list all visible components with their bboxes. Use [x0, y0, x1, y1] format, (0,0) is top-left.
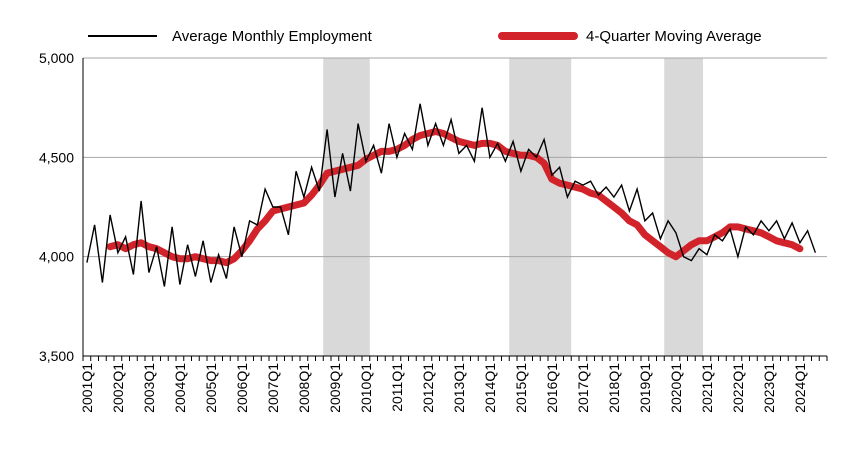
x-tick-label: 2013Q1 — [451, 363, 467, 413]
x-tick-label: 2003Q1 — [141, 363, 157, 413]
gridline-layer — [83, 57, 827, 258]
x-tick-label: 2021Q1 — [699, 363, 715, 413]
x-tick-label: 2020Q1 — [668, 363, 684, 413]
x-tick-label: 2015Q1 — [513, 363, 529, 413]
x-tick-label: 2002Q1 — [110, 363, 126, 413]
x-tick-label: 2022Q1 — [730, 363, 746, 413]
x-tick-label: 2005Q1 — [203, 363, 219, 413]
x-tick-label: 2017Q1 — [575, 363, 591, 413]
y-tick-label: 4,500 — [39, 149, 74, 165]
x-tick-label: 2016Q1 — [544, 363, 560, 413]
legend-label-employment: Average Monthly Employment — [172, 28, 373, 45]
x-tick-label: 2023Q1 — [761, 363, 777, 413]
legend-label-moving-average: 4-Quarter Moving Average — [586, 28, 762, 45]
recession-band — [664, 58, 703, 356]
x-tick-label: 2011Q1 — [389, 363, 405, 412]
y-tick-label: 5,000 — [39, 50, 74, 66]
x-tick-label: 2024Q1 — [792, 363, 808, 413]
x-tick-label: 2018Q1 — [606, 363, 622, 413]
recession-band — [509, 58, 572, 356]
recession-band — [323, 58, 370, 356]
x-tick-label: 2010Q1 — [358, 363, 374, 413]
x-tick-label: 2012Q1 — [420, 363, 436, 413]
x-tick-label: 2008Q1 — [296, 363, 312, 413]
x-tick-label: 2004Q1 — [172, 363, 188, 413]
y-tick-label: 4,000 — [39, 249, 74, 265]
x-tick-label: 2014Q1 — [482, 363, 498, 413]
x-tick-label: 2019Q1 — [637, 363, 653, 413]
legend: Average Monthly Employment 4-Quarter Mov… — [88, 28, 762, 45]
series-layer — [86, 103, 817, 287]
y-tick-label: 3,500 — [39, 348, 74, 364]
x-tick-label: 2007Q1 — [265, 363, 281, 413]
x-tick-label: 2009Q1 — [327, 363, 343, 413]
x-tick-label: 2001Q1 — [79, 363, 95, 413]
x-tick-label: 2006Q1 — [234, 363, 250, 413]
axis-layer: 3,500 4,000 4,500 5,000 2001Q1 2002Q1 2003Q1 20… — [39, 50, 828, 413]
recession-band-layer — [323, 58, 703, 356]
series-line-employment — [86, 103, 817, 287]
